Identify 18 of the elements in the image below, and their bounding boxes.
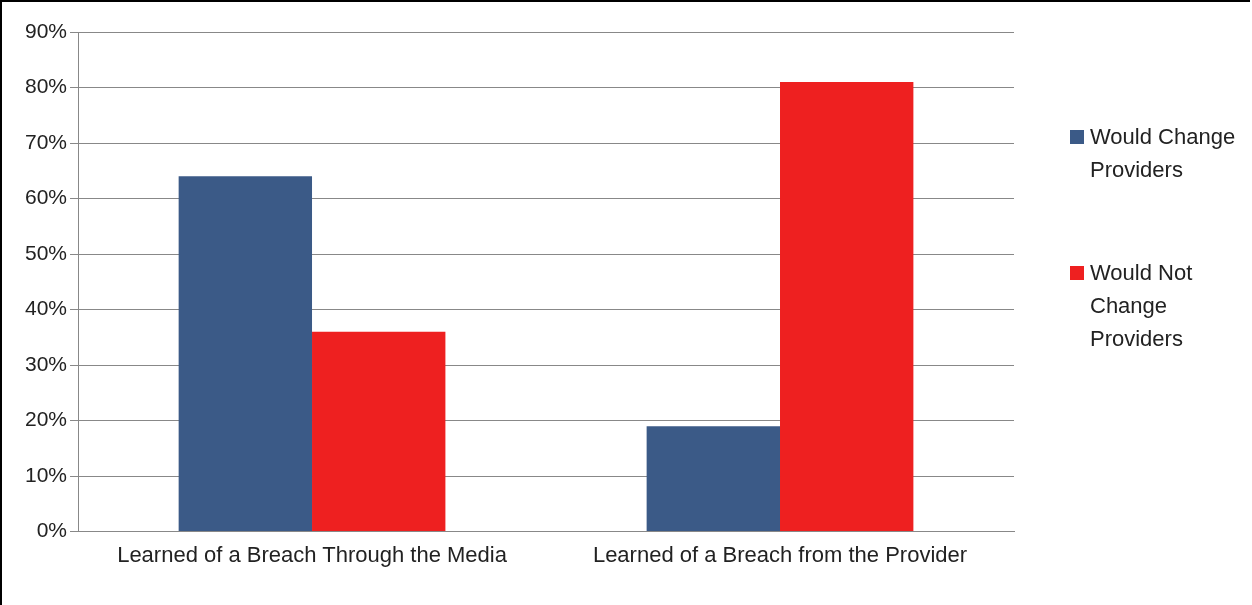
bar	[646, 426, 781, 532]
y-tick-label: 60%	[25, 185, 68, 209]
y-tick-label: 50%	[25, 240, 68, 264]
y-tick-label: 30%	[25, 351, 68, 375]
y-tick-label: 80%	[25, 74, 68, 98]
y-tick-label: 0%	[36, 518, 68, 542]
y-tick-label: 90%	[25, 18, 68, 42]
bar	[178, 176, 313, 532]
x-tick-label: Learned of a Breach from the Provider	[592, 541, 968, 567]
y-tick-label: 20%	[25, 407, 68, 431]
y-tick-label: 10%	[25, 462, 68, 486]
legend-label: Would Change Providers	[1090, 123, 1237, 184]
bar	[780, 81, 914, 532]
y-tick-label: 40%	[25, 296, 68, 320]
bar	[312, 331, 446, 532]
x-tick-label: Learned of a Breach Through the Media	[117, 541, 508, 567]
y-tick-label: 70%	[25, 129, 68, 153]
legend-label: Would Not Change Providers	[1090, 259, 1194, 353]
